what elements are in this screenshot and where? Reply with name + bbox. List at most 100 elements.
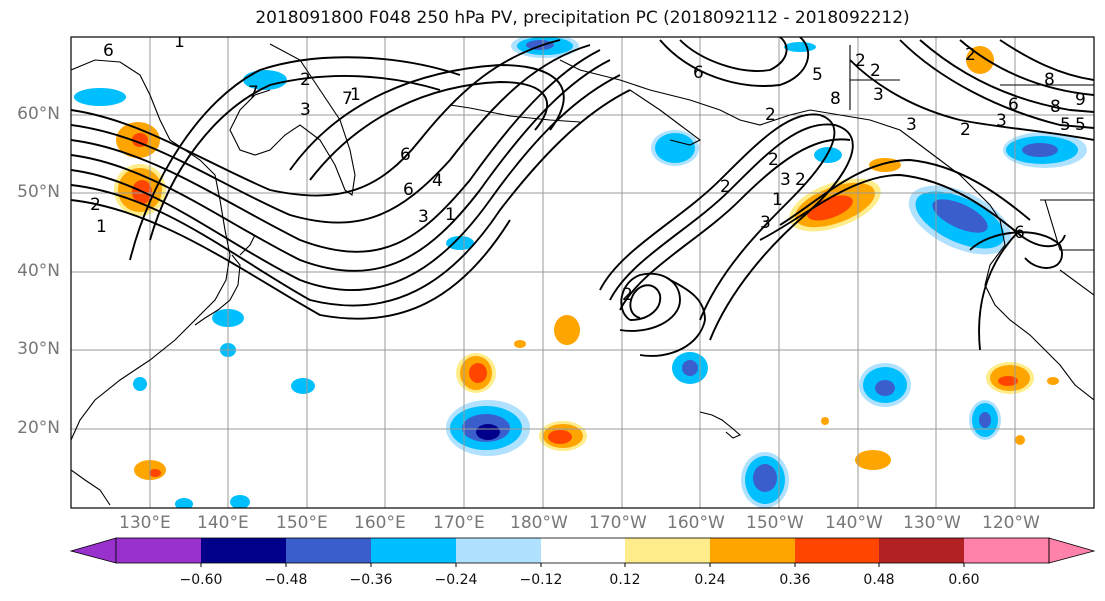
positive-anomaly-blob [855,450,891,470]
positive-anomaly-blob [554,315,580,345]
negative-anomaly-blob [1003,132,1087,168]
lon-label: 130°W [903,513,961,533]
negative-anomaly-blob [969,400,1001,440]
lon-label: 140°E [197,513,249,533]
lat-label-30n: 30°N [17,339,60,359]
colorbar-bin [710,538,795,563]
colorbar-bin [116,538,201,563]
colorbar-extend-min [69,537,117,564]
contour-label: 3 [418,207,429,227]
contour-label: 6 [103,41,114,61]
colorbar-tick-label: −0.48 [264,572,308,588]
lon-label: 180°W [510,513,568,533]
lon-label: 150°W [746,513,804,533]
lon-label: 170°W [589,513,647,533]
contour-label: 3 [996,111,1007,131]
negative-anomaly-blob [74,88,126,106]
colorbar-bin [879,538,964,563]
negative-anomaly-blob [814,147,842,163]
contour-label: 6 [693,63,704,83]
contour-label: 1 [96,217,107,237]
negative-anomaly-blob [243,70,287,90]
lon-label: 120°W [982,513,1040,533]
positive-anomaly-blob [456,353,496,393]
negative-anomaly-blob [175,495,250,508]
contour-label: 5 [1075,115,1086,135]
lon-label: 160°W [667,513,725,533]
colorbar-tick-label: 0.12 [609,572,641,588]
colorbar-bin [541,538,625,563]
negative-anomaly-blob [446,400,530,456]
contour-label: 6 [400,145,411,165]
contour-label: 3 [873,85,884,105]
contour-label: 2 [768,150,779,170]
colorbar-tick-label: −0.60 [179,572,223,588]
contour-label: 3 [760,213,771,233]
pv-contours [71,37,1094,357]
contour-label: 7 [342,89,353,109]
colorbar-bin [286,538,371,563]
contour-label: 1 [350,85,361,105]
contour-label: 2 [855,51,866,71]
lon-label: 160°E [354,513,406,533]
contour-label: 2 [960,120,971,140]
contour-label: 3 [300,100,311,120]
lat-label-40n: 40°N [17,261,60,281]
contour-label: 3 [906,115,917,135]
negative-anomaly-blob [291,378,315,394]
lon-label: 140°W [825,513,883,533]
precipitation-shading [74,37,1087,508]
negative-anomaly-blob [651,130,699,166]
contour-label: 1 [772,190,783,210]
positive-anomaly-blob [539,421,587,451]
colorbar [69,537,1096,567]
colorbar-bin [625,538,710,563]
colorbar-bin [371,538,456,563]
colorbar-tick-label: −0.12 [519,572,563,588]
contour-label: 5 [1060,115,1071,135]
contour-label: 2 [870,61,881,81]
contour-label: 2 [90,195,101,215]
colorbar-tick-label: 0.48 [863,572,895,588]
negative-anomaly-blob [859,363,911,407]
negative-anomaly-blob [908,185,1012,255]
positive-anomaly-blob [116,122,160,158]
contour-label: 4 [432,171,443,191]
colorbar-frame [115,537,1050,564]
map-frame [70,36,1095,509]
lat-label-60n: 60°N [17,104,60,124]
colorbar-bin [795,538,879,563]
negative-anomaly-blob [133,377,147,391]
colorbar-tick-label: 0.24 [694,572,726,588]
negative-anomaly-blob [672,352,708,384]
contour-label: 1 [174,32,185,52]
colorbar-tick-label: −0.36 [349,572,393,588]
contour-label: 2 [300,70,311,90]
contour-label: 2 [965,45,976,65]
negative-anomaly-blob [741,452,789,508]
contour-label: 2 [795,170,806,190]
lon-label: 170°E [433,513,485,533]
graticule [71,37,1094,508]
contour-label: 6 [1008,95,1019,115]
colorbar-tick-label: 0.36 [779,572,811,588]
contour-labels: 6 1 7 2 3 7 2 1 6 4 3 1 2 2 2 6 5 8 2 3 … [90,32,1086,305]
contour-label: 9 [1075,90,1086,110]
negative-anomaly-blob [784,42,816,52]
negative-anomaly-blob [446,236,474,250]
lon-label: 130°E [119,513,171,533]
colorbar-extend-max [1048,537,1096,564]
contour-label: 3 [780,170,791,190]
contour-label: 1 [445,205,456,225]
contour-label: 6 [1014,223,1025,243]
negative-anomaly-blob [511,37,579,58]
colorbar-bin [201,538,286,563]
contour-label: 5 [812,65,823,85]
contour-label: 7 [248,83,259,103]
contour-label: 6 [403,180,414,200]
lat-label-20n: 20°N [17,418,60,438]
lat-label-50n: 50°N [17,182,60,202]
colorbar-tick-label: 0.60 [948,572,980,588]
colorbar-bin [964,538,1049,563]
